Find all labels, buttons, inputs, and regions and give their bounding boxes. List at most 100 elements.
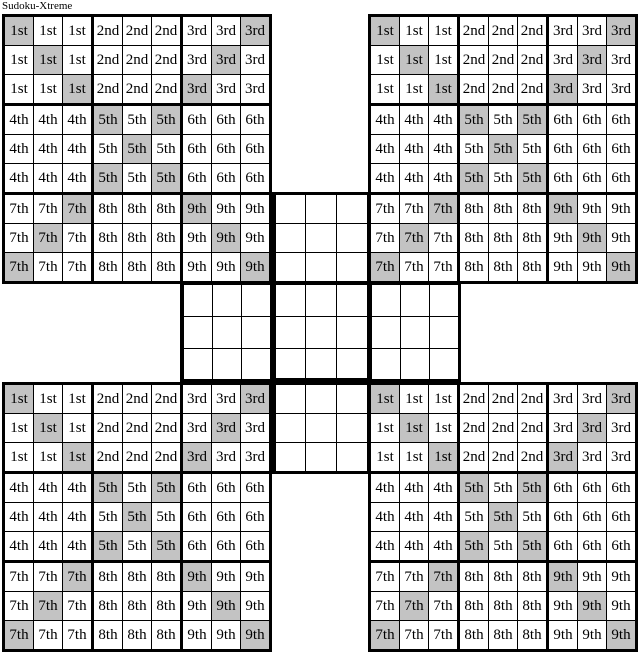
labeled-cell: 9th: [578, 253, 606, 281]
labeled-cell: 1st: [400, 385, 428, 413]
labeled-cell: 1st: [34, 75, 62, 103]
labeled-cell: 6th: [212, 164, 240, 192]
grid-top-left: 1st 1st 1st 2nd 2nd 2nd 3rd 3rd 3rd 1st 1st 1st 2nd 2…: [2, 14, 272, 284]
labeled-cell: 4th: [63, 532, 91, 560]
labeled-cell: 7th: [371, 592, 399, 620]
labeled-cell: 2nd: [460, 17, 488, 45]
labeled-cell: 9th: [183, 253, 211, 281]
empty-cell: [372, 317, 400, 348]
labeled-cell: 9th: [241, 195, 269, 223]
empty-cell: [276, 385, 305, 413]
labeled-cell: 5th: [489, 135, 517, 163]
labeled-cell: 1st: [400, 46, 428, 74]
empty-cell: [401, 349, 429, 379]
labeled-cell: 4th: [34, 503, 62, 531]
labeled-cell: 8th: [460, 592, 488, 620]
labeled-cell: 4th: [429, 532, 457, 560]
labeled-cell: 2nd: [460, 385, 488, 413]
labeled-cell: 5th: [152, 135, 180, 163]
labeled-cell: 1st: [400, 414, 428, 442]
labeled-cell: 2nd: [489, 75, 517, 103]
labeled-cell: 3rd: [578, 75, 606, 103]
labeled-cell: 3rd: [549, 443, 577, 471]
labeled-cell: 4th: [63, 135, 91, 163]
labeled-cell: 5th: [518, 532, 546, 560]
labeled-cell: 6th: [241, 135, 269, 163]
labeled-cell: 9th: [578, 195, 606, 223]
labeled-cell: 5th: [460, 135, 488, 163]
labeled-cell: 8th: [489, 621, 517, 649]
labeled-cell: 6th: [549, 164, 577, 192]
labeled-cell: 8th: [518, 253, 546, 281]
labeled-cell: 8th: [460, 253, 488, 281]
labeled-cell: 8th: [123, 195, 151, 223]
labeled-cell: 5th: [489, 474, 517, 502]
labeled-cell: 7th: [400, 592, 428, 620]
labeled-cell: 7th: [34, 195, 62, 223]
labeled-cell: 5th: [152, 474, 180, 502]
labeled-cell: 2nd: [460, 46, 488, 74]
labeled-cell: 9th: [578, 621, 606, 649]
labeled-cell: 6th: [241, 106, 269, 134]
empty-cell: [276, 195, 305, 223]
labeled-cell: 4th: [5, 474, 33, 502]
labeled-cell: 3rd: [241, 46, 269, 74]
labeled-cell: 7th: [5, 563, 33, 591]
labeled-cell: 7th: [63, 563, 91, 591]
labeled-cell: 5th: [460, 474, 488, 502]
labeled-cell: 8th: [489, 224, 517, 252]
labeled-cell: 4th: [63, 503, 91, 531]
labeled-cell: 4th: [371, 135, 399, 163]
labeled-cell: 5th: [123, 106, 151, 134]
labeled-cell: 3rd: [241, 75, 269, 103]
labeled-cell: 1st: [400, 75, 428, 103]
labeled-cell: 6th: [578, 474, 606, 502]
empty-cell: [430, 317, 458, 348]
labeled-cell: 4th: [371, 474, 399, 502]
labeled-cell: 2nd: [152, 443, 180, 471]
labeled-cell: 2nd: [94, 75, 122, 103]
labeled-cell: 9th: [549, 592, 577, 620]
labeled-cell: 9th: [212, 621, 240, 649]
labeled-cell: 5th: [123, 503, 151, 531]
labeled-cell: 8th: [460, 621, 488, 649]
labeled-cell: 2nd: [489, 414, 517, 442]
labeled-cell: 4th: [63, 164, 91, 192]
labeled-cell: 3rd: [549, 75, 577, 103]
labeled-cell: 9th: [549, 621, 577, 649]
empty-cell: [372, 349, 400, 379]
labeled-cell: 5th: [518, 106, 546, 134]
labeled-cell: 6th: [241, 474, 269, 502]
labeled-cell: 4th: [5, 164, 33, 192]
empty-cell: [276, 349, 305, 379]
labeled-cell: 8th: [489, 563, 517, 591]
empty-cell: [306, 414, 336, 442]
labeled-cell: 6th: [607, 164, 635, 192]
labeled-cell: 6th: [607, 135, 635, 163]
labeled-cell: 9th: [183, 621, 211, 649]
labeled-cell: 9th: [549, 195, 577, 223]
labeled-cell: 8th: [489, 592, 517, 620]
labeled-cell: 7th: [371, 563, 399, 591]
labeled-cell: 7th: [34, 253, 62, 281]
labeled-cell: 9th: [607, 621, 635, 649]
labeled-cell: 3rd: [183, 17, 211, 45]
labeled-cell: 2nd: [152, 17, 180, 45]
labeled-cell: 7th: [63, 592, 91, 620]
labeled-cell: 8th: [460, 195, 488, 223]
labeled-cell: 8th: [518, 592, 546, 620]
labeled-cell: 6th: [549, 135, 577, 163]
labeled-cell: 8th: [94, 621, 122, 649]
empty-cell: [430, 285, 458, 316]
labeled-cell: 1st: [400, 443, 428, 471]
labeled-cell: 1st: [371, 443, 399, 471]
labeled-cell: 3rd: [549, 414, 577, 442]
labeled-cell: 8th: [123, 224, 151, 252]
empty-cell: [401, 285, 429, 316]
labeled-cell: 6th: [241, 164, 269, 192]
labeled-cell: 3rd: [212, 46, 240, 74]
labeled-cell: 1st: [5, 414, 33, 442]
labeled-cell: 9th: [578, 592, 606, 620]
labeled-cell: 3rd: [607, 46, 635, 74]
labeled-cell: 8th: [152, 563, 180, 591]
